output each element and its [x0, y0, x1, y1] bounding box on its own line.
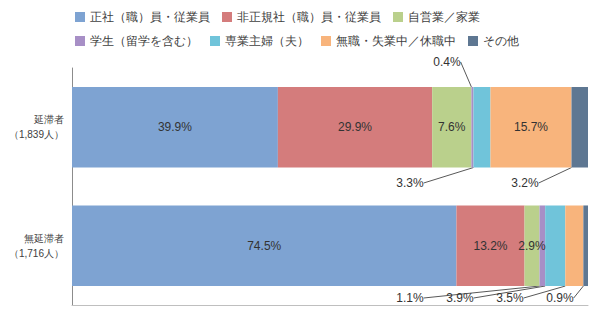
- svg-text:専業主婦（夫）: 専業主婦（夫）: [225, 34, 309, 48]
- svg-text:0.9%: 0.9%: [546, 291, 574, 305]
- svg-text:29.9%: 29.9%: [338, 120, 372, 134]
- svg-text:正社（職）員・従業員: 正社（職）員・従業員: [90, 10, 210, 24]
- svg-text:無職・失業中／休職中: 無職・失業中／休職中: [336, 34, 456, 48]
- svg-text:3.9%: 3.9%: [446, 291, 474, 305]
- svg-text:0.4%: 0.4%: [433, 55, 461, 69]
- svg-text:2.9%: 2.9%: [518, 239, 546, 253]
- svg-text:延滞者: 延滞者: [33, 114, 64, 125]
- svg-text:（1,839人）: （1,839人）: [9, 129, 64, 140]
- svg-text:13.2%: 13.2%: [473, 239, 507, 253]
- svg-text:無延滞者: 無延滞者: [24, 233, 64, 244]
- svg-text:（1,716人）: （1,716人）: [9, 248, 64, 259]
- svg-text:学生（留学を含む）: 学生（留学を含む）: [90, 34, 198, 48]
- svg-text:非正規社（職）員・従業員: 非正規社（職）員・従業員: [237, 10, 381, 24]
- svg-text:39.9%: 39.9%: [158, 120, 192, 134]
- svg-text:3.5%: 3.5%: [496, 291, 524, 305]
- svg-text:自営業／家業: 自営業／家業: [408, 10, 480, 24]
- svg-text:その他: その他: [483, 34, 519, 48]
- svg-text:15.7%: 15.7%: [514, 120, 548, 134]
- svg-text:74.5%: 74.5%: [247, 239, 281, 253]
- svg-text:7.6%: 7.6%: [438, 120, 466, 134]
- svg-text:1.1%: 1.1%: [396, 291, 424, 305]
- svg-text:3.3%: 3.3%: [396, 176, 424, 190]
- svg-text:3.2%: 3.2%: [511, 176, 539, 190]
